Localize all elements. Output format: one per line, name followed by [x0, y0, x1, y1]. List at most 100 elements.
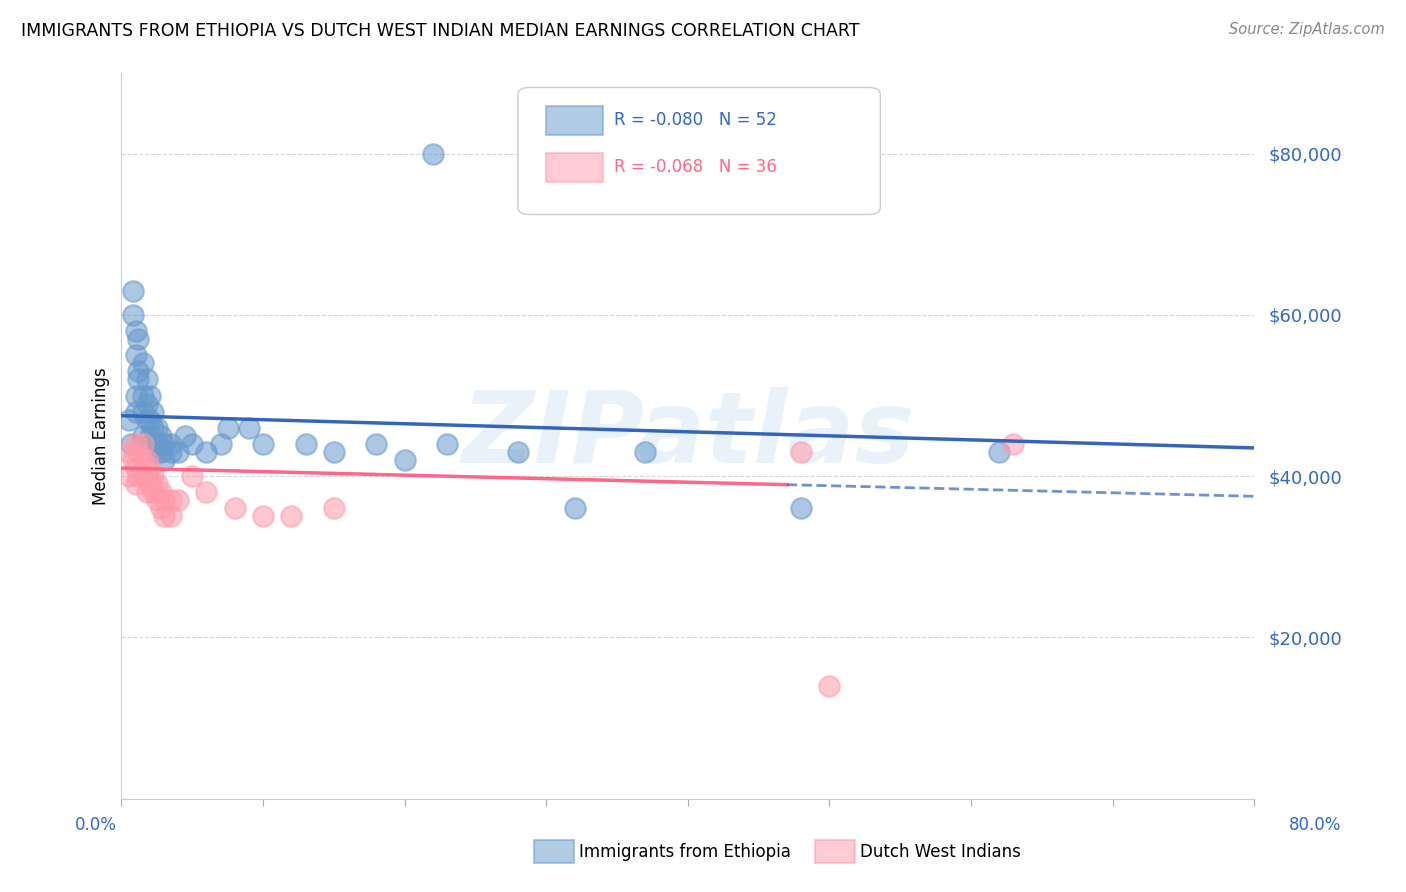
Point: [988, 445, 1011, 459]
Point: [217, 421, 239, 435]
Bar: [546, 153, 603, 182]
Point: [181, 437, 204, 451]
Point: [280, 509, 302, 524]
Point: [121, 284, 143, 298]
Point: [139, 413, 162, 427]
Point: [181, 469, 204, 483]
Text: IMMIGRANTS FROM ETHIOPIA VS DUTCH WEST INDIAN MEDIAN EARNINGS CORRELATION CHART: IMMIGRANTS FROM ETHIOPIA VS DUTCH WEST I…: [21, 22, 859, 40]
Point: [146, 421, 169, 435]
Point: [136, 413, 159, 427]
Point: [127, 364, 149, 378]
Point: [422, 146, 444, 161]
Point: [127, 332, 149, 346]
Point: [153, 437, 176, 451]
Point: [117, 413, 139, 427]
Point: [131, 429, 153, 443]
Point: [127, 469, 149, 483]
Point: [121, 308, 143, 322]
Point: [167, 445, 190, 459]
Point: [139, 477, 162, 491]
Point: [506, 445, 529, 459]
Point: [127, 445, 149, 459]
Point: [366, 437, 388, 451]
Text: Immigrants from Ethiopia: Immigrants from Ethiopia: [579, 843, 792, 861]
Point: [150, 429, 173, 443]
Y-axis label: Median Earnings: Median Earnings: [93, 367, 110, 505]
Point: [124, 324, 146, 338]
Point: [142, 469, 165, 483]
Text: R = -0.080   N = 52: R = -0.080 N = 52: [614, 112, 778, 129]
Point: [131, 469, 153, 483]
Point: [131, 356, 153, 370]
Point: [195, 485, 218, 500]
Point: [322, 501, 344, 516]
Text: Dutch West Indians: Dutch West Indians: [860, 843, 1021, 861]
Text: ZIPatlas: ZIPatlas: [461, 387, 914, 484]
Point: [238, 421, 260, 435]
Point: [142, 485, 165, 500]
Point: [124, 348, 146, 362]
Text: R = -0.068   N = 36: R = -0.068 N = 36: [614, 158, 778, 177]
Point: [294, 437, 316, 451]
Point: [136, 372, 159, 386]
Point: [150, 445, 173, 459]
Point: [174, 429, 197, 443]
Point: [121, 453, 143, 467]
Point: [224, 501, 246, 516]
Point: [120, 437, 142, 451]
Point: [790, 501, 813, 516]
Point: [146, 493, 169, 508]
Point: [124, 437, 146, 451]
Point: [146, 477, 169, 491]
Point: [124, 461, 146, 475]
Point: [131, 437, 153, 451]
Point: [564, 501, 586, 516]
Point: [160, 437, 183, 451]
Point: [252, 437, 274, 451]
Point: [167, 493, 190, 508]
Point: [634, 445, 657, 459]
Point: [142, 404, 165, 418]
Point: [150, 485, 173, 500]
Point: [252, 509, 274, 524]
Point: [790, 445, 813, 459]
Point: [131, 453, 153, 467]
Text: 80.0%: 80.0%: [1288, 816, 1341, 834]
Point: [124, 404, 146, 418]
Point: [142, 421, 165, 435]
Text: 0.0%: 0.0%: [75, 816, 117, 834]
Point: [160, 493, 183, 508]
Point: [139, 461, 162, 475]
Point: [146, 445, 169, 459]
Point: [124, 477, 146, 491]
Point: [153, 509, 176, 524]
Point: [150, 501, 173, 516]
Point: [136, 453, 159, 467]
Point: [209, 437, 232, 451]
Point: [136, 485, 159, 500]
Point: [195, 445, 218, 459]
Point: [131, 388, 153, 402]
Point: [160, 509, 183, 524]
Point: [124, 388, 146, 402]
Point: [153, 493, 176, 508]
Point: [1002, 437, 1025, 451]
Point: [139, 429, 162, 443]
Point: [436, 437, 458, 451]
Point: [131, 404, 153, 418]
Point: [160, 445, 183, 459]
Point: [117, 469, 139, 483]
Point: [139, 388, 162, 402]
Point: [127, 372, 149, 386]
Point: [322, 445, 344, 459]
Point: [818, 679, 841, 693]
Point: [117, 445, 139, 459]
FancyBboxPatch shape: [517, 87, 880, 214]
Point: [394, 453, 416, 467]
Text: Source: ZipAtlas.com: Source: ZipAtlas.com: [1229, 22, 1385, 37]
Point: [136, 469, 159, 483]
Point: [142, 437, 165, 451]
Point: [146, 437, 169, 451]
Point: [153, 453, 176, 467]
Point: [136, 396, 159, 410]
